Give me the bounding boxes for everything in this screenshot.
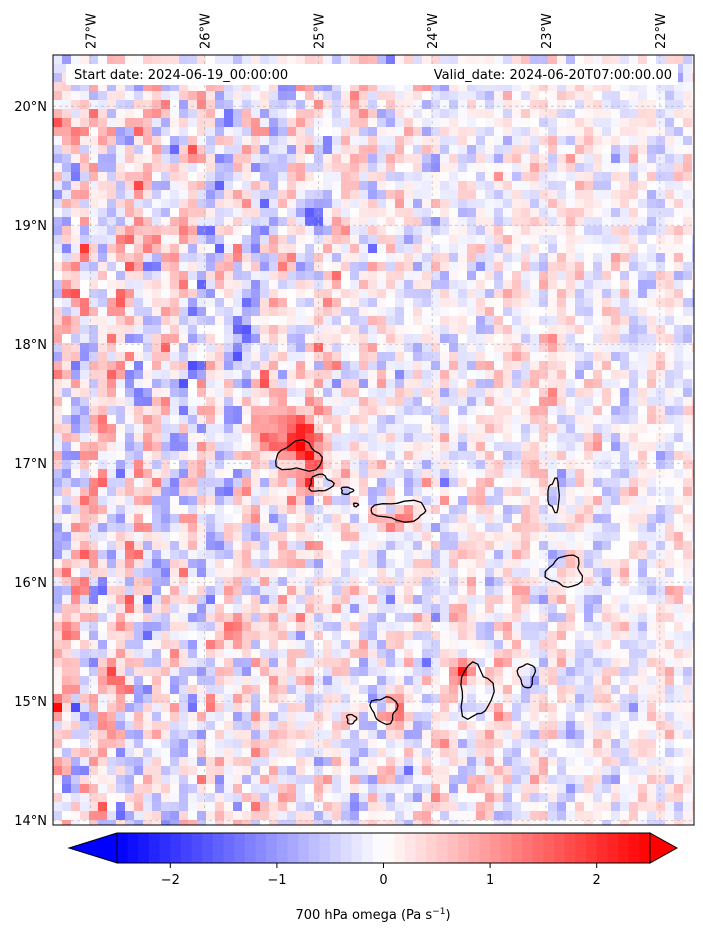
colorbar-label-exponent: −1	[432, 907, 445, 917]
longitude-label: 22°W	[654, 13, 669, 49]
island-outline	[370, 499, 427, 523]
header-background	[66, 64, 678, 85]
island-outline	[308, 473, 335, 492]
colorbar-ticks: −2 −1 0 1 2	[161, 863, 601, 888]
longitude-labels: 27°W 26°W 25°W 24°W 23°W 22°W	[85, 13, 669, 49]
colorbar: −2 −1 0 1 2 700 hPa omega (Pa s−1)	[67, 832, 679, 923]
coastlines	[275, 439, 584, 726]
longitude-label: 27°W	[85, 13, 100, 49]
latitude-label: 19°N	[14, 219, 47, 234]
latitude-label: 20°N	[14, 100, 47, 115]
island-outline	[547, 477, 560, 514]
longitude-label: 24°W	[426, 13, 441, 49]
map-frame	[52, 54, 695, 826]
latitude-label: 17°N	[14, 457, 47, 472]
graticule	[53, 55, 694, 825]
island-outline	[275, 439, 323, 472]
colorbar-extend-min	[67, 832, 118, 864]
start-date-label: Start date: 2024-06-19_00:00:00	[74, 68, 288, 83]
colorbar-label: 700 hPa omega (Pa s−1)	[295, 907, 450, 923]
longitude-label: 25°W	[312, 13, 327, 49]
island-outline	[352, 502, 360, 508]
island-outline	[340, 486, 355, 495]
island-outline	[544, 554, 584, 588]
colorbar-tick-label: 0	[379, 873, 387, 888]
valid-date-label: Valid_date: 2024-06-20T07:00:00.00	[434, 68, 672, 83]
latitude-label: 15°N	[14, 695, 47, 710]
omega-field	[53, 55, 694, 825]
island-outline	[346, 713, 358, 725]
island-outline	[460, 661, 495, 721]
island-outline	[516, 663, 537, 689]
map-panel[interactable]: Start date: 2024-06-19_00:00:00 Valid_da…	[52, 54, 702, 830]
latitude-label: 16°N	[14, 576, 47, 591]
longitude-label: 26°W	[198, 13, 213, 49]
latitude-label: 18°N	[14, 338, 47, 353]
longitude-label: 23°W	[540, 13, 555, 49]
colorbar-tick-label: 2	[593, 873, 601, 888]
colorbar-tick-label: −2	[161, 873, 180, 888]
colorbar-tick-label: 1	[486, 873, 494, 888]
colorbar-extend-max	[649, 832, 679, 864]
colorbar-bands	[117, 833, 651, 863]
latitude-labels: 20°N 19°N 18°N 17°N 16°N 15°N 14°N	[14, 100, 47, 829]
latitude-label: 14°N	[14, 814, 47, 829]
colorbar-tick-label: −1	[267, 873, 286, 888]
island-outline	[369, 696, 399, 726]
